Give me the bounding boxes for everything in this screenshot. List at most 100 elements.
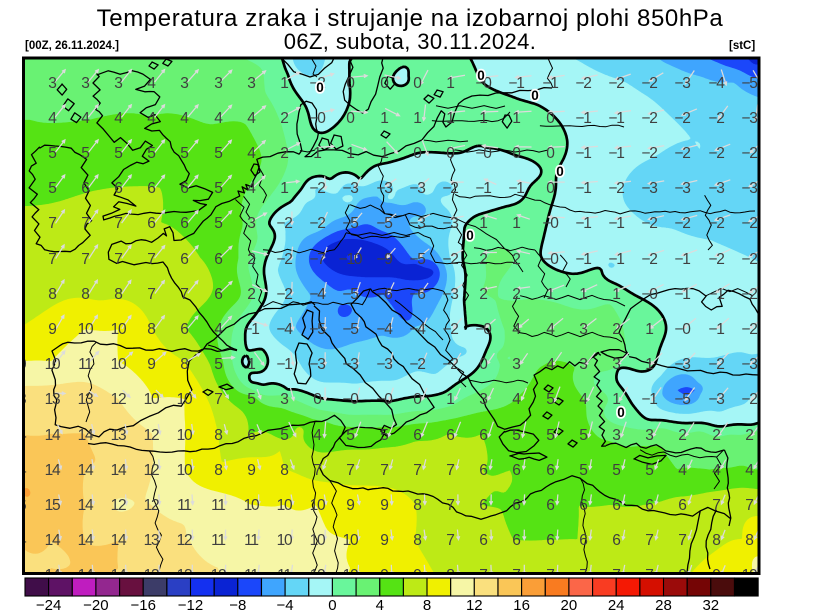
svg-text:10: 10 — [244, 497, 260, 514]
svg-text:−5: −5 — [342, 215, 358, 232]
svg-text:−1: −1 — [708, 286, 724, 303]
svg-text:4: 4 — [247, 110, 256, 127]
svg-text:1: 1 — [612, 286, 620, 303]
svg-text:0: 0 — [466, 228, 474, 243]
svg-text:6: 6 — [512, 462, 520, 479]
svg-text:−5: −5 — [342, 321, 358, 338]
svg-text:7: 7 — [81, 251, 89, 268]
svg-text:−10: −10 — [339, 251, 363, 268]
svg-text:12: 12 — [177, 532, 192, 549]
svg-text:9: 9 — [712, 567, 720, 584]
svg-text:2: 2 — [479, 286, 487, 303]
svg-text:−4: −4 — [376, 321, 393, 338]
svg-text:13: 13 — [111, 427, 126, 444]
svg-text:−5: −5 — [409, 251, 425, 268]
svg-text:−1: −1 — [475, 180, 491, 197]
svg-text:6: 6 — [479, 427, 487, 444]
svg-text:6: 6 — [546, 497, 554, 514]
svg-text:14: 14 — [78, 532, 94, 549]
svg-text:14: 14 — [78, 462, 94, 479]
svg-text:4: 4 — [48, 110, 57, 127]
svg-text:−0: −0 — [641, 286, 658, 303]
svg-text:1: 1 — [512, 110, 520, 127]
svg-text:7: 7 — [214, 391, 222, 408]
svg-text:0: 0 — [413, 145, 422, 162]
svg-text:−2: −2 — [641, 215, 657, 232]
svg-text:7: 7 — [48, 251, 56, 268]
svg-text:11: 11 — [177, 497, 191, 514]
svg-text:−2: −2 — [276, 251, 292, 268]
svg-text:−2: −2 — [708, 110, 724, 127]
svg-text:4: 4 — [546, 321, 555, 338]
svg-text:13: 13 — [11, 391, 26, 408]
svg-text:6: 6 — [579, 497, 587, 514]
svg-text:11: 11 — [211, 497, 225, 514]
svg-text:−1: −1 — [575, 215, 591, 232]
svg-text:6: 6 — [180, 321, 188, 338]
svg-text:2: 2 — [745, 427, 753, 444]
svg-text:−2: −2 — [708, 356, 724, 373]
svg-text:−12: −12 — [178, 597, 203, 614]
svg-text:10: 10 — [111, 321, 127, 338]
svg-text:8: 8 — [446, 567, 454, 584]
svg-text:8: 8 — [214, 427, 222, 444]
svg-text:20: 20 — [561, 597, 578, 614]
svg-text:3: 3 — [612, 356, 620, 373]
svg-text:−1: −1 — [575, 251, 591, 268]
svg-text:−2: −2 — [276, 215, 292, 232]
svg-text:10: 10 — [310, 532, 326, 549]
svg-text:2: 2 — [247, 286, 255, 303]
svg-text:−2: −2 — [442, 180, 458, 197]
svg-text:4: 4 — [114, 110, 123, 127]
svg-text:−4: −4 — [276, 321, 293, 338]
svg-text:4: 4 — [712, 462, 721, 479]
svg-text:4: 4 — [214, 110, 223, 127]
svg-text:7: 7 — [114, 215, 122, 232]
svg-text:7: 7 — [612, 567, 620, 584]
svg-text:2: 2 — [678, 427, 686, 444]
svg-text:7: 7 — [147, 251, 155, 268]
svg-text:6: 6 — [180, 180, 188, 197]
svg-text:5: 5 — [214, 356, 222, 373]
svg-text:7: 7 — [479, 567, 487, 584]
svg-text:−3: −3 — [741, 180, 757, 197]
svg-text:3: 3 — [247, 215, 255, 232]
svg-text:−16: −16 — [130, 597, 155, 614]
svg-text:4: 4 — [214, 321, 223, 338]
svg-text:7: 7 — [645, 567, 653, 584]
svg-text:4: 4 — [376, 597, 384, 614]
svg-text:0: 0 — [556, 164, 564, 179]
svg-text:11: 11 — [211, 532, 225, 549]
svg-text:9: 9 — [380, 497, 388, 514]
svg-text:−2: −2 — [276, 286, 292, 303]
svg-text:6: 6 — [247, 427, 255, 444]
svg-text:5: 5 — [380, 427, 388, 444]
svg-text:7: 7 — [14, 215, 22, 232]
svg-text:9: 9 — [247, 462, 255, 479]
svg-text:−1: −1 — [608, 215, 624, 232]
svg-text:0: 0 — [531, 88, 539, 103]
svg-text:−2: −2 — [708, 215, 724, 232]
svg-text:8: 8 — [413, 497, 421, 514]
svg-text:1: 1 — [546, 286, 554, 303]
svg-text:0: 0 — [313, 391, 322, 408]
svg-text:5: 5 — [247, 391, 255, 408]
svg-text:6: 6 — [479, 462, 487, 479]
svg-text:8: 8 — [413, 532, 421, 549]
svg-text:10: 10 — [742, 567, 758, 584]
svg-text:0: 0 — [346, 110, 355, 127]
svg-text:−7: −7 — [309, 251, 325, 268]
svg-text:14: 14 — [78, 427, 94, 444]
svg-text:24: 24 — [608, 597, 625, 614]
svg-text:−3: −3 — [409, 215, 425, 232]
svg-text:−3: −3 — [309, 356, 325, 373]
svg-text:3: 3 — [579, 321, 587, 338]
svg-text:3: 3 — [81, 75, 89, 92]
svg-text:11: 11 — [244, 532, 258, 549]
svg-text:−2: −2 — [674, 110, 690, 127]
svg-text:−2: −2 — [309, 215, 325, 232]
svg-text:1: 1 — [380, 145, 388, 162]
svg-text:7: 7 — [446, 532, 454, 549]
svg-text:3: 3 — [645, 427, 653, 444]
svg-text:9: 9 — [147, 356, 155, 373]
